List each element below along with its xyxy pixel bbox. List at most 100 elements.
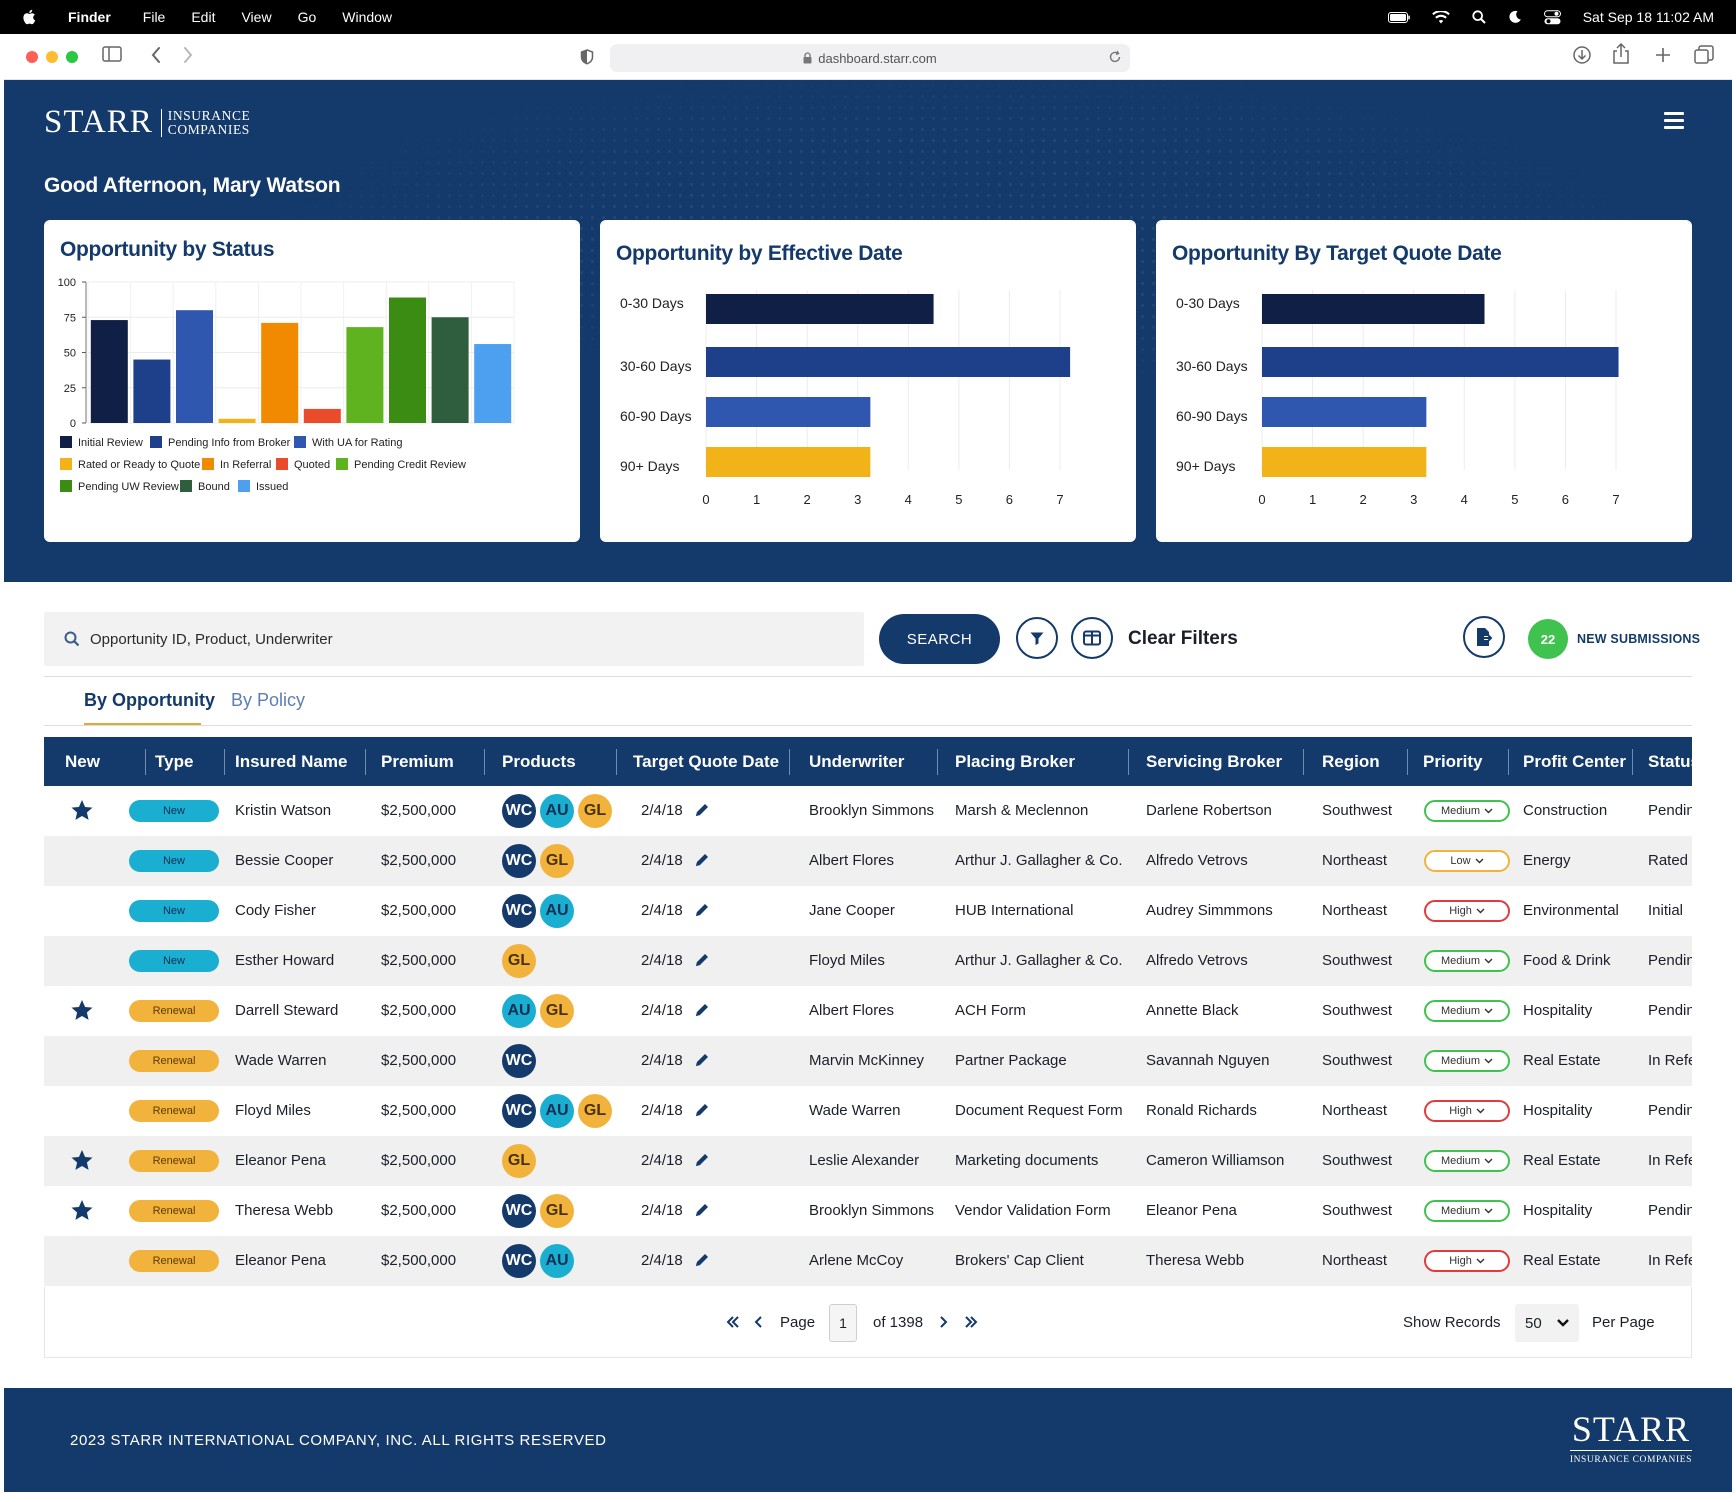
table-row[interactable]: New Esther Howard $2,500,000 2/4/18 Floyd Mi… [44,936,1692,986]
column-header[interactable]: Priority [1423,752,1483,771]
menu-view[interactable]: View [241,9,272,25]
clear-filters-link[interactable]: Clear Filters [1128,628,1238,649]
prev-page-icon[interactable] [754,1315,764,1329]
reload-icon[interactable] [1108,50,1122,64]
new-submissions-count[interactable]: 22 [1528,619,1568,659]
column-header[interactable]: Region [1322,752,1380,771]
column-header[interactable]: Underwriter [809,752,905,771]
columns-icon [1083,630,1101,646]
search-button[interactable]: SEARCH [879,614,1000,664]
menu-file[interactable]: File [142,9,166,25]
starr-logo[interactable]: STARR INSURANCE COMPANIES [44,104,250,141]
priority-dropdown[interactable]: Medium [1424,1050,1510,1072]
column-header[interactable]: Products [502,752,576,771]
address-bar[interactable]: dashboard.starr.com [610,44,1130,72]
table-row[interactable]: Renewal Eleanor Pena $2,500,000 2/4/18 Lesli… [44,1136,1692,1186]
apple-icon[interactable] [22,8,38,26]
column-header[interactable]: Premium [381,752,454,771]
window-controls [26,51,78,63]
menu-app-name[interactable]: Finder [68,9,111,25]
table-row[interactable]: Renewal Wade Warren $2,500,000 2/4/18 Marvin… [44,1036,1692,1086]
priority-dropdown[interactable]: Medium [1424,1200,1510,1222]
export-button[interactable] [1463,616,1505,658]
close-window-button[interactable] [26,51,38,63]
table-row[interactable]: Renewal Theresa Webb $2,500,000 2/4/18 Brook… [44,1186,1692,1236]
priority-dropdown[interactable]: Medium [1424,1150,1510,1172]
star-icon[interactable] [70,1199,94,1222]
minimize-window-button[interactable] [46,51,58,63]
footer-logo[interactable]: STARR INSURANCE COMPANIES [1569,1410,1692,1465]
column-header[interactable]: Insured Name [235,752,348,771]
column-header[interactable]: Profit Center [1523,752,1626,771]
edit-pencil-icon[interactable] [694,1202,710,1218]
edit-pencil-icon[interactable] [694,1152,710,1168]
priority-dropdown[interactable]: Medium [1424,800,1510,822]
page-number-input[interactable]: 1 [829,1304,857,1342]
tab-overview-icon[interactable] [1694,45,1714,65]
priority-dropdown[interactable]: High [1424,1250,1510,1272]
wifi-icon[interactable] [1431,10,1450,24]
columns-button[interactable] [1071,617,1113,659]
search-input[interactable] [90,630,790,648]
column-header[interactable]: Placing Broker [955,752,1075,771]
table-row[interactable]: New Cody Fisher $2,500,000 2/4/18 Jane Coope… [44,886,1692,936]
menu-clock[interactable]: Sat Sep 18 11:02 AM [1582,9,1714,25]
table-row[interactable]: Renewal Floyd Miles $2,500,000 2/4/18 Wade W… [44,1086,1692,1136]
edit-pencil-icon[interactable] [694,1102,710,1118]
back-icon[interactable] [150,46,162,64]
star-icon[interactable] [70,799,94,822]
do-not-disturb-icon[interactable] [1508,10,1522,24]
new-submissions-link[interactable]: NEW SUBMISSIONS [1577,632,1701,646]
edit-pencil-icon[interactable] [694,1252,710,1268]
priority-dropdown[interactable]: High [1424,900,1510,922]
column-header[interactable]: Type [155,752,194,771]
edit-pencil-icon[interactable] [694,852,710,868]
star-icon[interactable] [70,1149,94,1172]
edit-pencil-icon[interactable] [694,902,710,918]
priority-dropdown[interactable]: Medium [1424,950,1510,972]
column-header[interactable]: Status [1648,752,1692,771]
edit-pencil-icon[interactable] [694,1052,710,1068]
new-tab-icon[interactable] [1654,46,1672,64]
sidebar-toggle-icon[interactable] [102,46,122,62]
column-header[interactable]: Servicing Broker [1146,752,1283,771]
cell-date: 2/4/18 [641,802,683,819]
tab-by-opportunity[interactable]: By Opportunity [84,690,215,710]
edit-pencil-icon[interactable] [694,952,710,968]
first-page-icon[interactable] [726,1315,740,1329]
menu-edit[interactable]: Edit [191,9,216,25]
edit-pencil-icon[interactable] [694,802,710,818]
filter-button[interactable] [1016,617,1058,659]
menu-hamburger-icon[interactable] [1664,112,1684,133]
star-icon[interactable] [70,999,94,1022]
battery-icon[interactable] [1387,11,1410,23]
legend-label: Initial Review [78,437,143,449]
tab-by-policy[interactable]: By Policy [231,690,306,710]
table-row[interactable]: New Bessie Cooper $2,500,000 2/4/18 Albert F… [44,836,1692,886]
table-row[interactable]: New Kristin Watson $2,500,000 2/4/18 Brookly… [44,786,1692,836]
menu-go[interactable]: Go [297,9,317,25]
cell-status: In Referral [1648,1052,1692,1069]
share-icon[interactable] [1612,43,1630,65]
cell-servicing: Annette Black [1146,1002,1239,1019]
privacy-shield-icon[interactable] [580,49,594,65]
priority-dropdown[interactable]: Low [1424,850,1510,872]
last-page-icon[interactable] [964,1315,978,1329]
spotlight-icon[interactable] [1472,10,1486,24]
control-center-icon[interactable] [1543,9,1561,25]
per-page-select[interactable]: 50 [1515,1304,1579,1342]
download-icon[interactable] [1572,45,1592,65]
column-header[interactable]: Target Quote Date [633,752,780,771]
edit-pencil-icon[interactable] [694,1002,710,1018]
priority-dropdown[interactable]: High [1424,1100,1510,1122]
zoom-window-button[interactable] [66,51,78,63]
next-page-icon[interactable] [938,1315,948,1329]
table-row[interactable]: Renewal Eleanor Pena $2,500,000 2/4/18 Arlen… [44,1236,1692,1286]
menu-window[interactable]: Window [342,9,393,25]
bar [218,418,256,423]
forward-icon[interactable] [182,46,194,64]
bar [1262,397,1427,427]
column-header[interactable]: New [65,752,100,771]
priority-dropdown[interactable]: Medium [1424,1000,1510,1022]
table-row[interactable]: Renewal Darrell Steward $2,500,000 2/4/18 Al… [44,986,1692,1036]
